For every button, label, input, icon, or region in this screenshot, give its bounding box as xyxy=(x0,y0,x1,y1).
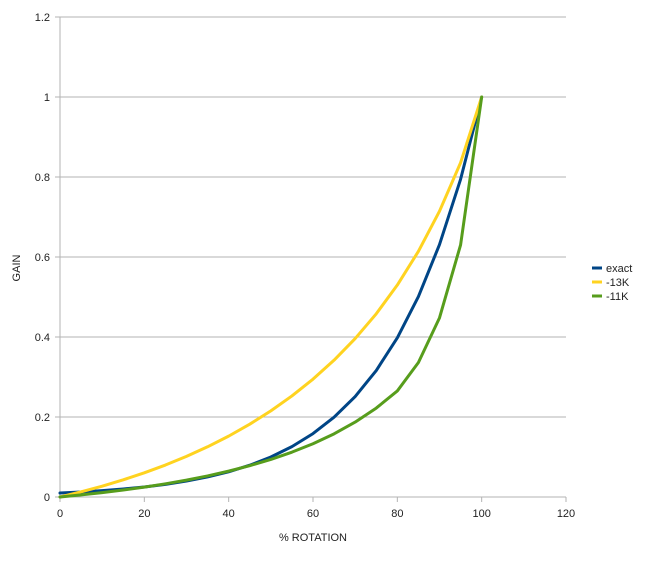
x-tick-label: 0 xyxy=(57,508,63,520)
legend: exact -13K -11K xyxy=(592,263,632,303)
y-tick-label: 0.4 xyxy=(35,332,50,344)
y-axis-title: GAIN xyxy=(11,255,23,282)
x-tick-label: 80 xyxy=(391,508,403,520)
legend-label: -13K xyxy=(606,277,630,289)
series-lines xyxy=(58,95,484,499)
y-tick-label: 0.6 xyxy=(35,252,50,264)
tick-labels: 0 0.2 0.4 0.6 0.8 1 1.2 0 20 40 60 80 100 120 xyxy=(35,12,575,520)
y-tick-label: 0.8 xyxy=(35,172,50,184)
series-line-13k xyxy=(58,95,484,499)
legend-label: exact xyxy=(606,263,632,275)
grid xyxy=(60,16,566,498)
y-tick-label: 0 xyxy=(44,492,50,504)
x-axis-title: % ROTATION xyxy=(279,532,347,544)
series-line-11k xyxy=(58,95,484,499)
series-line-exact xyxy=(58,95,484,495)
y-tick-label: 1 xyxy=(44,92,50,104)
x-tick-label: 100 xyxy=(472,508,490,520)
x-tick-label: 60 xyxy=(307,508,319,520)
y-tick-label: 0.2 xyxy=(35,412,50,424)
axes xyxy=(55,16,567,502)
y-tick-label: 1.2 xyxy=(35,12,50,24)
x-tick-label: 120 xyxy=(557,508,575,520)
legend-label: -11K xyxy=(606,291,629,303)
x-tick-label: 40 xyxy=(223,508,235,520)
x-tick-label: 20 xyxy=(138,508,150,520)
